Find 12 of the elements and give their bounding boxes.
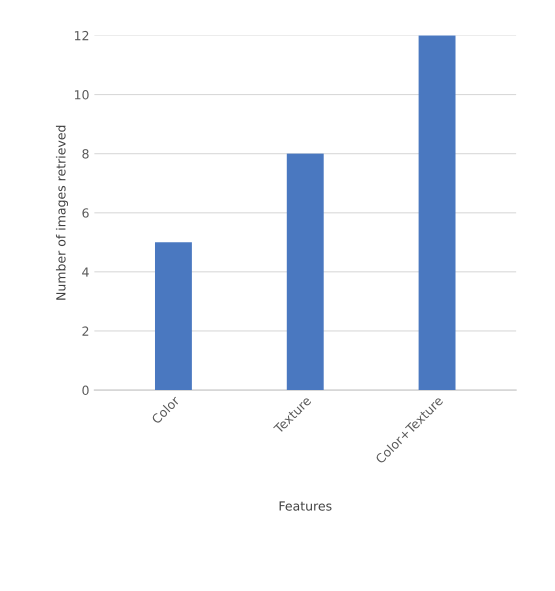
y-tick-label: 10 [74,90,89,100]
bar [286,154,324,390]
bar [154,242,192,390]
y-axis-title: Number of images retrieved [56,126,68,300]
y-tick-label: 4 [82,267,89,277]
y-tick-label: 12 [74,30,88,40]
bar [418,35,456,390]
y-tick-label: 2 [82,326,88,336]
y-tick-label: 8 [82,149,89,159]
y-tick-label: 0 [82,386,89,395]
x-axis-title: Features [280,501,332,511]
y-tick-label: 6 [82,208,89,218]
